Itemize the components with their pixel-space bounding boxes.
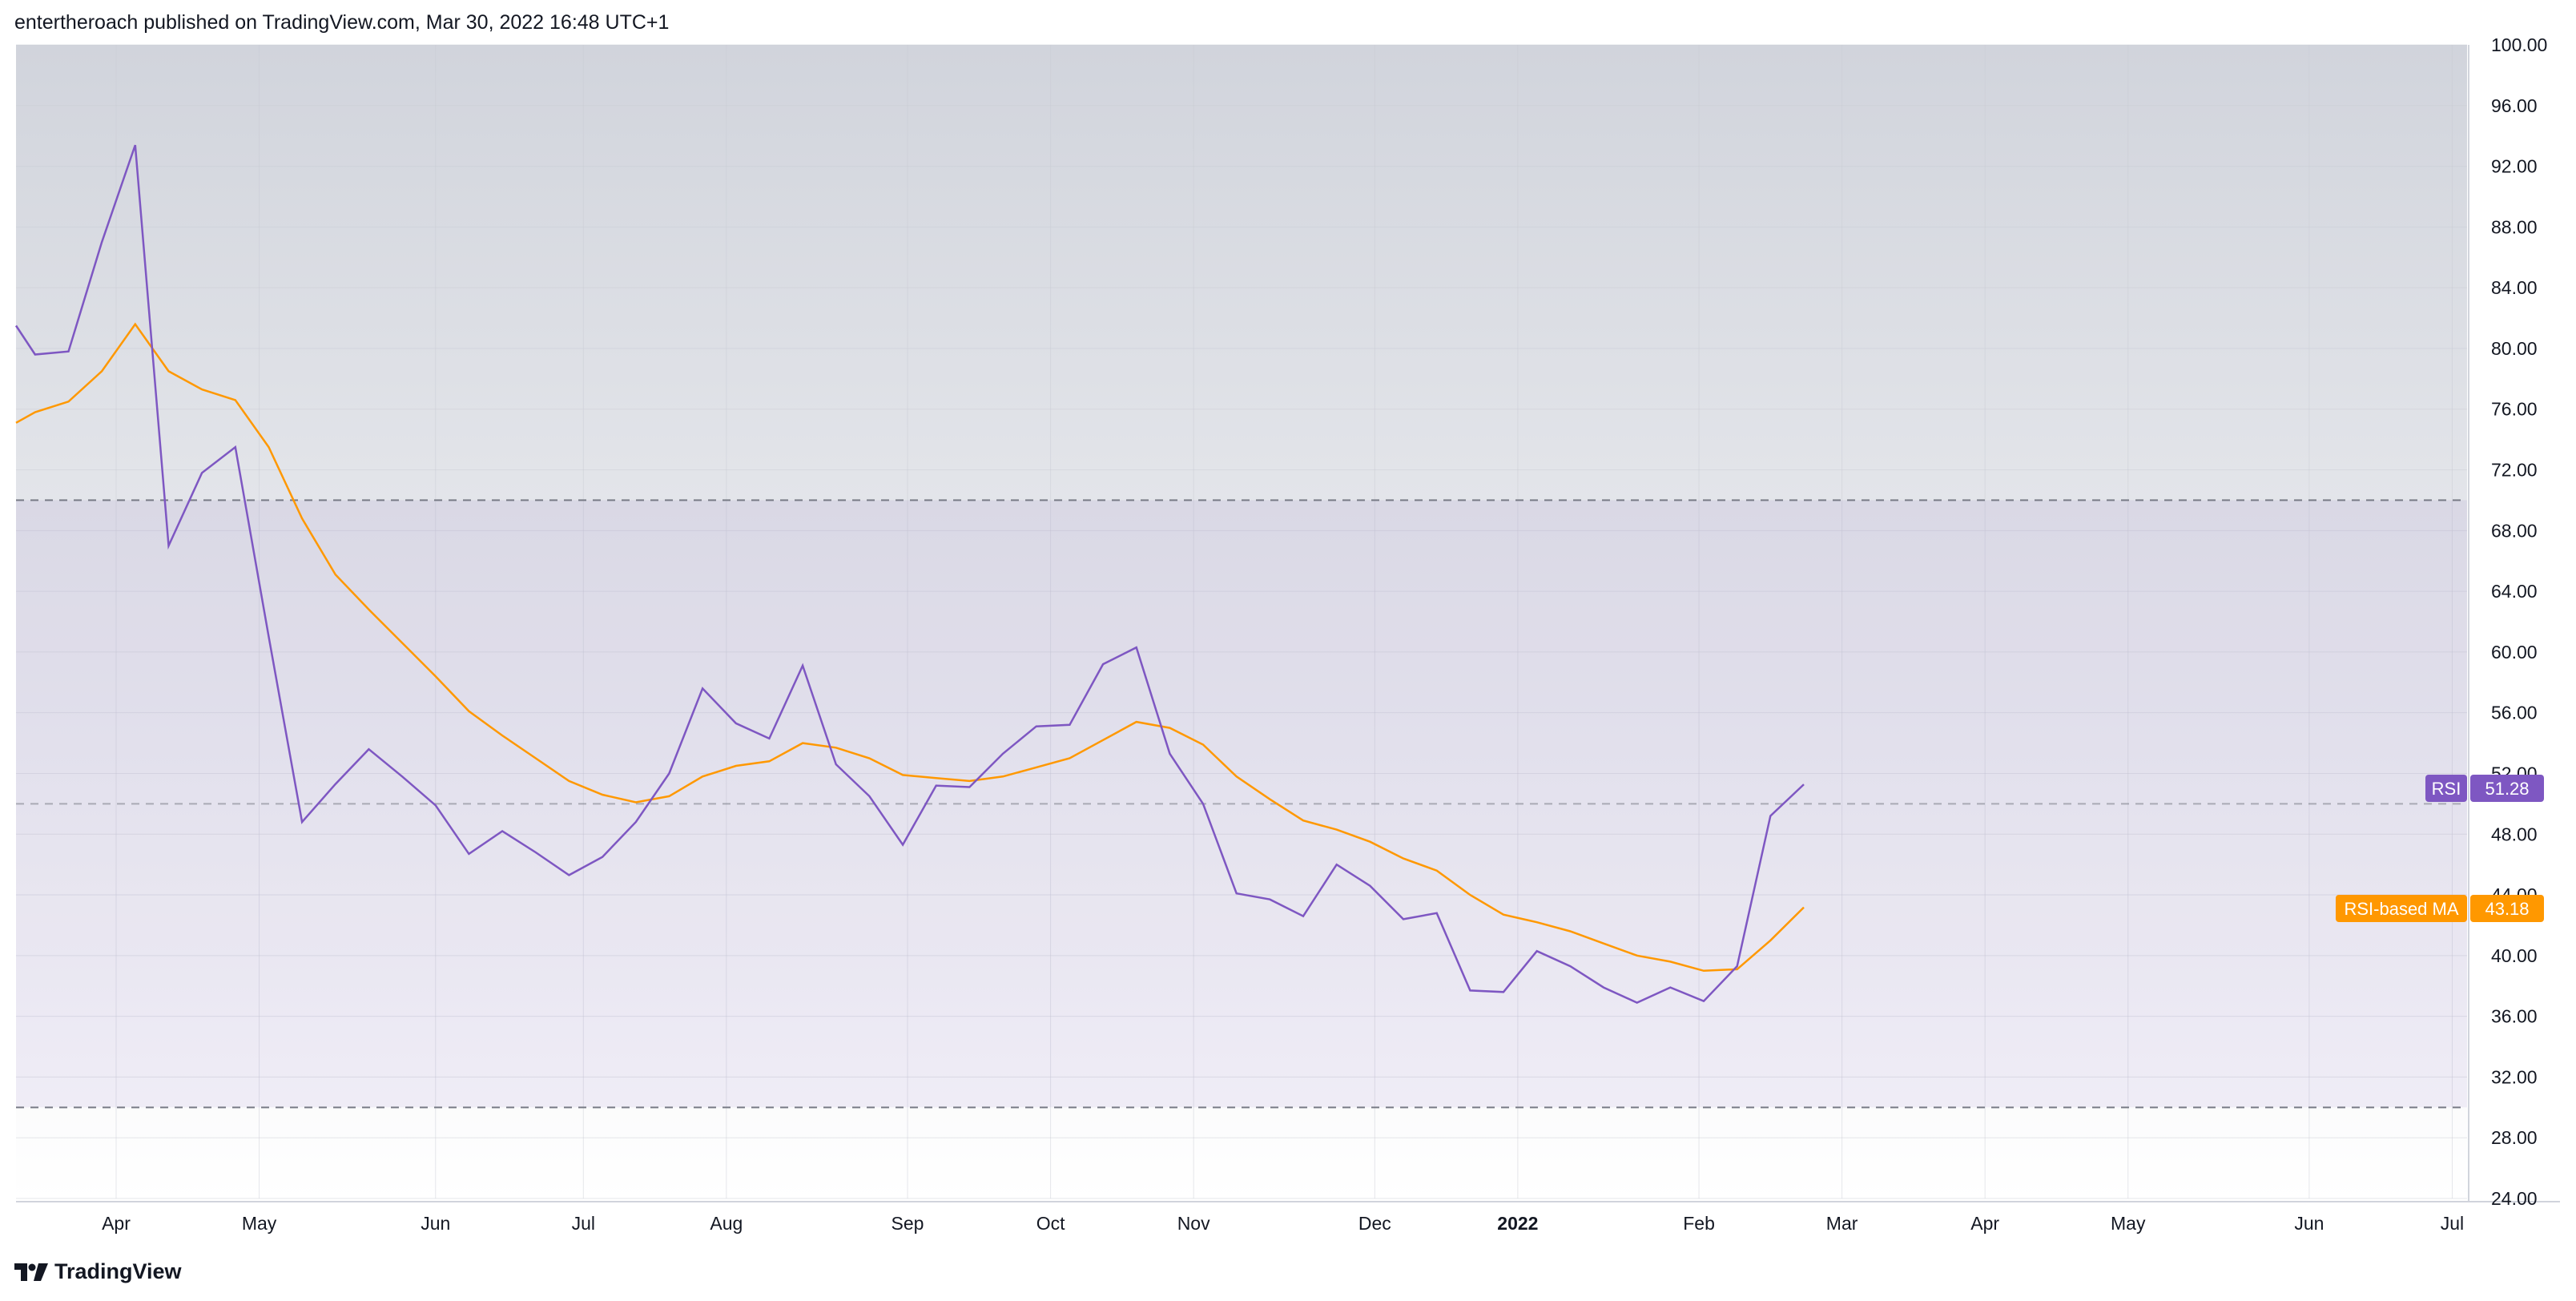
y-tick-label: 40.00 [2491,945,2538,966]
rsi-based-ma-line [15,322,1805,973]
rsi-value-label-box [2470,775,2544,802]
x-tick-label: 2022 [1497,1213,1538,1234]
y-tick-label: 28.00 [2491,1127,2538,1148]
grid [16,44,2467,1199]
x-tick-label: Mar [1826,1213,1858,1234]
ma-value-tag: RSI-based MA 43.18 [2336,895,2544,922]
y-tick-label: 48.00 [2491,824,2538,844]
x-tick-label: Jul [572,1213,595,1234]
y-tick-label: 100.00 [2491,34,2547,55]
brand-name: TradingView [54,1259,182,1283]
ma-name-label: RSI-based MA [2344,899,2458,919]
x-tick-label: Oct [1036,1213,1065,1234]
ma-value-label: 43.18 [2485,899,2529,919]
y-tick-label: 32.00 [2491,1066,2538,1087]
plot-background [16,45,2467,1200]
y-tick-label: 36.00 [2491,1006,2538,1027]
rsi-name-label: RSI [2432,779,2461,799]
x-tick-label: May [2111,1213,2146,1234]
x-tick-label: Dec [1358,1213,1391,1234]
x-tick-label: Jul [2441,1213,2464,1234]
x-tick-label: Feb [1683,1213,1715,1234]
rsi-value-tag: RSI 51.28 [2425,775,2544,802]
y-tick-label: 24.00 [2491,1188,2538,1209]
y-tick-label: 92.00 [2491,156,2538,177]
ma-name-label-box [2336,895,2467,922]
ma-value-label-box [2470,895,2544,922]
x-tick-label: Aug [710,1213,743,1234]
y-tick-label: 64.00 [2491,581,2538,602]
y-tick-label: 56.00 [2491,703,2538,723]
y-tick-label: 88.00 [2491,216,2538,237]
x-axis[interactable]: Apr May Jun Jul Aug Sep Oct Nov Dec 2022 Feb Mar Apr… [102,1213,2576,1234]
y-tick-label: 60.00 [2491,642,2538,663]
y-tick-label: 76.00 [2491,399,2538,420]
x-tick-label: Sep [892,1213,924,1234]
rsi-value-label: 51.28 [2485,779,2529,799]
rsi-line [14,144,1805,1004]
rsi-name-label-box [2425,775,2467,802]
x-tick-label: Apr [1970,1213,1999,1234]
y-tick-label: 72.00 [2491,460,2538,481]
y-tick-label: 84.00 [2491,277,2538,298]
x-tick-label: May [242,1213,277,1234]
x-tick-label: Jun [421,1213,450,1234]
y-tick-label: 80.00 [2491,338,2538,359]
y-tick-label: 68.00 [2491,520,2538,541]
tradingview-brand[interactable]: TradingView [14,1259,182,1284]
x-tick-label: Nov [1177,1213,1210,1234]
tradingview-logo-icon [14,1263,48,1281]
published-line: entertheroach published on TradingView.c… [14,11,670,34]
y-axis[interactable]: 100.00 96.00 92.00 88.00 84.00 80.00 76.00 72.0… [2491,34,2547,1209]
y-tick-label: 96.00 [2491,95,2538,116]
x-tick-label: Apr [102,1213,131,1234]
x-tick-label: Jun [2294,1213,2324,1234]
